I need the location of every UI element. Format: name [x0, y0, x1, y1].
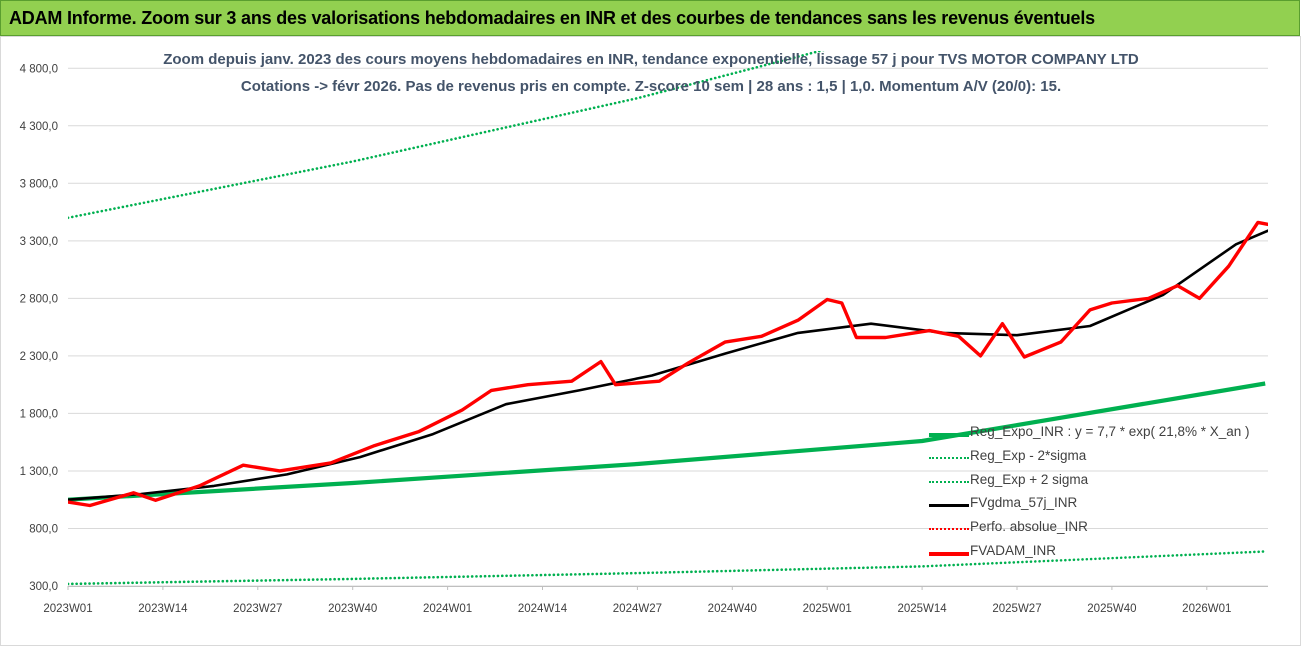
series-line-2: [68, 51, 825, 220]
y-tick-label: 3 300,0: [20, 236, 58, 248]
chart-canvas: 300,0 800,0 1 300,0 1 800,0 2 300,0 2 800,0 3 …: [0, 36, 1301, 646]
x-tick-label: 2025W14: [897, 603, 947, 615]
x-tick-label: 2023W14: [138, 603, 188, 615]
y-tick-label: 1 800,0: [20, 408, 58, 420]
y-tick-label: 2 800,0: [20, 293, 58, 305]
x-tick-label: 2025W40: [1087, 603, 1136, 615]
x-tick-label: 2023W01: [43, 603, 92, 615]
legend-item: FVADAM_INR: [925, 541, 1255, 565]
legend-label: FVADAM_INR: [970, 542, 1057, 558]
legend-swatch: [929, 504, 969, 508]
series-line-3: [68, 229, 1268, 501]
legend-item: FVgdma_57j_INR: [925, 493, 1255, 517]
chart-border: [0, 36, 1301, 646]
x-tick-label: 2024W14: [518, 603, 568, 615]
legend-item: Reg_Expo_INR : y = 7,7 * exp( 21,8% * X_…: [925, 422, 1255, 446]
x-tick-label: 2023W40: [328, 603, 377, 615]
legend-item: Reg_Exp + 2 sigma: [925, 470, 1255, 494]
legend-swatch: [929, 528, 969, 531]
x-tick-label: 2024W01: [423, 603, 472, 615]
y-tick-label: 1 300,0: [20, 466, 58, 478]
legend-label: Perfo. absolue_INR: [970, 519, 1088, 535]
series-line-1: [68, 550, 1267, 586]
x-tick-label: 2025W01: [803, 603, 852, 615]
series-line-0: [68, 381, 1266, 502]
legend-swatch: [929, 433, 969, 437]
report-title: ADAM Informe. Zoom sur 3 ans des valoris…: [9, 8, 1095, 28]
chart-title-line1: Zoom depuis janv. 2023 des cours moyens …: [163, 51, 1139, 68]
legend-label: FVgdma_57j_INR: [970, 495, 1078, 511]
y-tick-label: 4 800,0: [20, 63, 58, 75]
chart-title-line2: Cotations -> févr 2026. Pas de revenus p…: [240, 78, 1062, 95]
chart-area: 300,0 800,0 1 300,0 1 800,0 2 300,0 2 800,0 3 …: [0, 36, 1302, 647]
legend-label: Reg_Expo_INR : y = 7,7 * exp( 21,8% * X_…: [970, 424, 1250, 439]
legend-label: Reg_Exp + 2 sigma: [970, 471, 1089, 487]
x-tick-label: 2024W40: [708, 603, 757, 615]
legend-item: Reg_Exp - 2*sigma: [925, 446, 1255, 470]
series-group: [68, 51, 1268, 586]
legend-swatch: [929, 480, 969, 483]
y-tick-label: 2 300,0: [20, 351, 58, 363]
legend-label: Reg_Exp - 2*sigma: [970, 447, 1087, 463]
y-tick-label: 4 300,0: [20, 121, 58, 133]
series-line-5: [68, 220, 1268, 508]
chart-legend: Reg_Expo_INR : y = 7,7 * exp( 21,8% * X_…: [925, 422, 1255, 565]
legend-item: Perfo. absolue_INR: [925, 517, 1255, 541]
y-tick-label: 800,0: [29, 523, 58, 535]
x-tick-label: 2023W27: [233, 603, 282, 615]
legend-swatch: [929, 456, 969, 459]
report-header: ADAM Informe. Zoom sur 3 ans des valoris…: [0, 0, 1300, 36]
y-tick-label: 300,0: [29, 581, 58, 593]
x-tick-label: 2026W01: [1182, 603, 1231, 615]
x-tick-label: 2025W27: [992, 603, 1041, 615]
y-tick-label: 3 800,0: [20, 178, 58, 190]
x-tick-label: 2024W27: [613, 603, 662, 615]
legend-swatch: [929, 551, 969, 556]
